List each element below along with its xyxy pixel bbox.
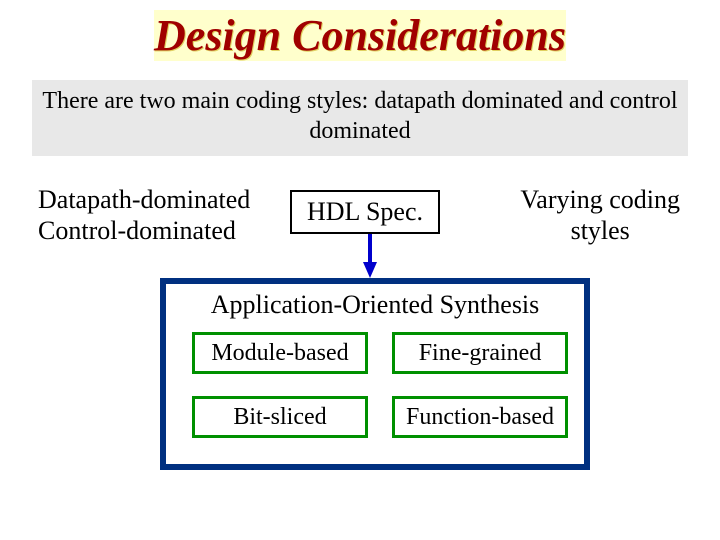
- right-label-block: Varying coding styles: [520, 184, 680, 246]
- right-label-1: Varying coding: [520, 184, 680, 215]
- slide-title-text: Design Considerations: [154, 11, 566, 60]
- synthesis-panel-title: Application-Oriented Synthesis: [166, 290, 584, 320]
- inner-box-label: Module-based: [211, 340, 348, 367]
- slide-title: Design Considerations Design Considerati…: [154, 10, 566, 61]
- left-label-1: Datapath-dominated: [38, 184, 250, 215]
- inner-box-function-based: Function-based: [392, 396, 568, 438]
- hdl-spec-box: HDL Spec.: [290, 190, 440, 234]
- hdl-spec-label: HDL Spec.: [307, 197, 423, 227]
- slide-root: Design Considerations Design Considerati…: [0, 0, 720, 540]
- inner-box-bit-sliced: Bit-sliced: [192, 396, 368, 438]
- right-label-2: styles: [520, 215, 680, 246]
- slide-subtitle: There are two main coding styles: datapa…: [32, 80, 688, 156]
- down-arrow-icon: [363, 234, 377, 278]
- inner-box-label: Bit-sliced: [233, 404, 326, 431]
- inner-box-module-based: Module-based: [192, 332, 368, 374]
- left-label-block: Datapath-dominated Control-dominated: [38, 184, 250, 246]
- inner-box-fine-grained: Fine-grained: [392, 332, 568, 374]
- inner-box-label: Function-based: [406, 404, 554, 431]
- arrow-path: [363, 234, 377, 278]
- synthesis-panel: Application-Oriented Synthesis Module-ba…: [160, 278, 590, 470]
- inner-box-label: Fine-grained: [419, 340, 542, 367]
- left-label-2: Control-dominated: [38, 215, 250, 246]
